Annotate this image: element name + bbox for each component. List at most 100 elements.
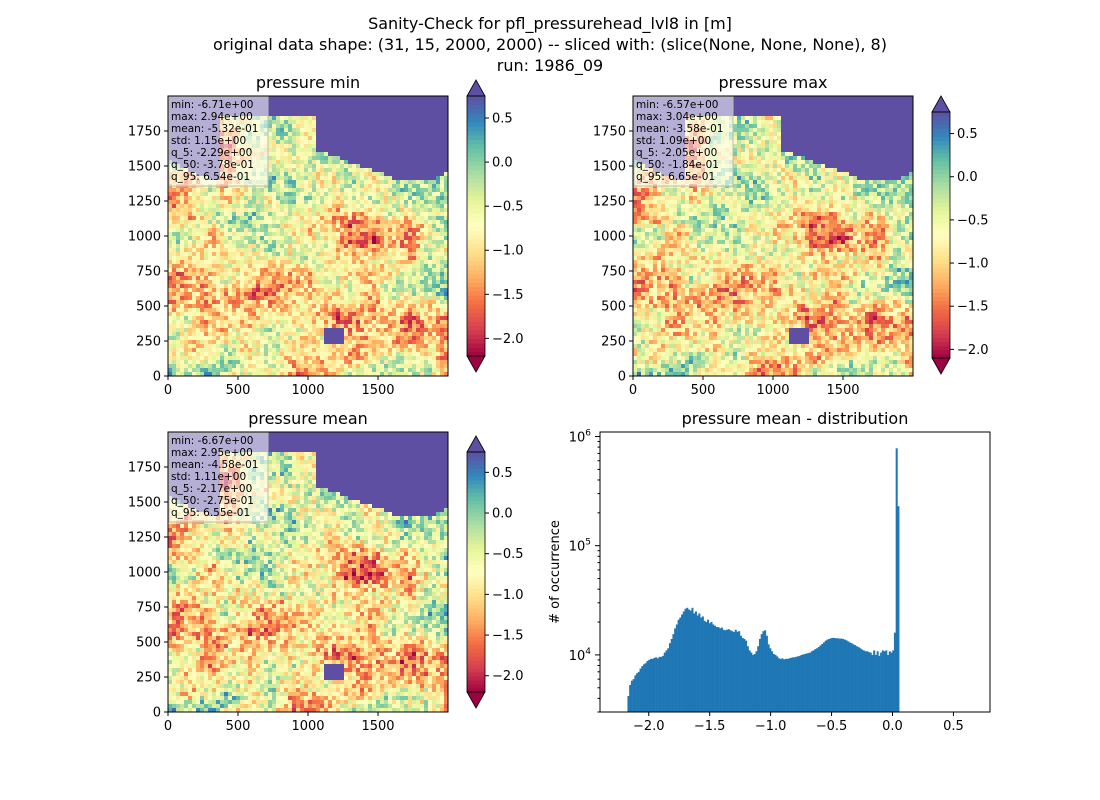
heatmap-cell (216, 336, 221, 341)
heatmap-cell (200, 356, 205, 361)
heatmap-cell (340, 260, 345, 265)
heatmap-cell (328, 284, 333, 289)
heatmap-cell (240, 332, 245, 337)
heatmap-cell (284, 128, 289, 133)
heatmap-cell (444, 188, 449, 193)
heatmap-cell (396, 320, 401, 325)
heatmap-cell (368, 336, 373, 341)
heatmap-cell (192, 332, 197, 337)
heatmap-cell (400, 256, 405, 261)
heatmap-cell (428, 276, 433, 281)
heatmap-cell (444, 160, 449, 165)
heatmap-cell (300, 284, 305, 289)
heatmap-cell (244, 308, 249, 313)
heatmap-cell (368, 184, 373, 189)
heatmap-cell (364, 156, 369, 161)
heatmap-cell (216, 284, 221, 289)
heatmap-cell (340, 268, 345, 273)
heatmap-cell (416, 324, 421, 329)
heatmap-cell (372, 272, 377, 277)
heatmap-cell (292, 172, 297, 177)
heatmap-cell (324, 116, 329, 121)
heatmap-cell (356, 212, 361, 217)
heatmap-cell (436, 368, 441, 373)
heatmap-cell (276, 96, 281, 101)
heatmap-cell (384, 180, 389, 185)
heatmap-cell (408, 356, 413, 361)
heatmap-cell (356, 196, 361, 201)
heatmap-cell (264, 244, 269, 249)
heatmap-cell (216, 332, 221, 337)
heatmap-cell (296, 192, 301, 197)
heatmap-cell (400, 212, 405, 217)
colorbar-segment (467, 273, 485, 279)
heatmap-cell (396, 252, 401, 257)
heatmap-cell (292, 244, 297, 249)
heatmap-cell (300, 260, 305, 265)
heatmap-cell (324, 252, 329, 257)
heatmap-cell (336, 152, 341, 157)
heatmap-cell (396, 216, 401, 221)
heatmap-cell (424, 152, 429, 157)
heatmap-cell (188, 300, 193, 305)
heatmap-cell (436, 348, 441, 353)
heatmap-cell (368, 216, 373, 221)
heatmap-cell (376, 196, 381, 201)
heatmap-cell (364, 96, 369, 101)
heatmap-cell (248, 224, 253, 229)
heatmap-cell (248, 336, 253, 341)
heatmap-cell (284, 132, 289, 137)
heatmap-cell (444, 300, 449, 305)
heatmap-cell (288, 336, 293, 341)
heatmap-cell (252, 264, 257, 269)
heatmap-cell (316, 180, 321, 185)
heatmap-cell (280, 216, 285, 221)
heatmap-cell (192, 284, 197, 289)
colorbar-segment (467, 156, 485, 162)
heatmap-cell (200, 192, 205, 197)
heatmap-cell (388, 136, 393, 141)
heatmap-cell (208, 320, 213, 325)
heatmap-cell (312, 104, 317, 109)
heatmap-cell (200, 204, 205, 209)
heatmap-cell (444, 304, 449, 309)
heatmap-cell (248, 292, 253, 297)
heatmap-cell (436, 216, 441, 221)
heatmap-cell (224, 312, 229, 317)
heatmap-cell (436, 224, 441, 229)
colorbar-segment (467, 169, 485, 175)
heatmap-cell (372, 308, 377, 313)
heatmap-cell (272, 340, 277, 345)
heatmap-cell (300, 328, 305, 333)
heatmap-cell (196, 284, 201, 289)
heatmap-cell (276, 140, 281, 145)
heatmap-cell (372, 96, 377, 101)
heatmap-cell (400, 340, 405, 345)
heatmap-cell (412, 140, 417, 145)
heatmap-cell (320, 188, 325, 193)
heatmap-cell (284, 292, 289, 297)
heatmap-cell (204, 352, 209, 357)
heatmap-cell (276, 272, 281, 277)
heatmap-cell (208, 220, 213, 225)
heatmap-cell (280, 188, 285, 193)
heatmap-cell (420, 264, 425, 269)
heatmap-cell (312, 212, 317, 217)
heatmap-cell (296, 292, 301, 297)
heatmap-cell (204, 364, 209, 369)
heatmap-cell (220, 372, 225, 377)
heatmap-cell (420, 336, 425, 341)
heatmap-cell (304, 232, 309, 237)
heatmap-cell (268, 260, 273, 265)
heatmap-cell (372, 160, 377, 165)
heatmap-cell (432, 372, 437, 377)
heatmap-cell (168, 236, 173, 241)
heatmap-cell (332, 200, 337, 205)
heatmap-cell (400, 112, 405, 117)
heatmap-cell (372, 304, 377, 309)
heatmap-cell (392, 324, 397, 329)
heatmap-cell (432, 336, 437, 341)
heatmap-cell (248, 372, 253, 377)
heatmap-cell (292, 256, 297, 261)
heatmap-cell (376, 220, 381, 225)
